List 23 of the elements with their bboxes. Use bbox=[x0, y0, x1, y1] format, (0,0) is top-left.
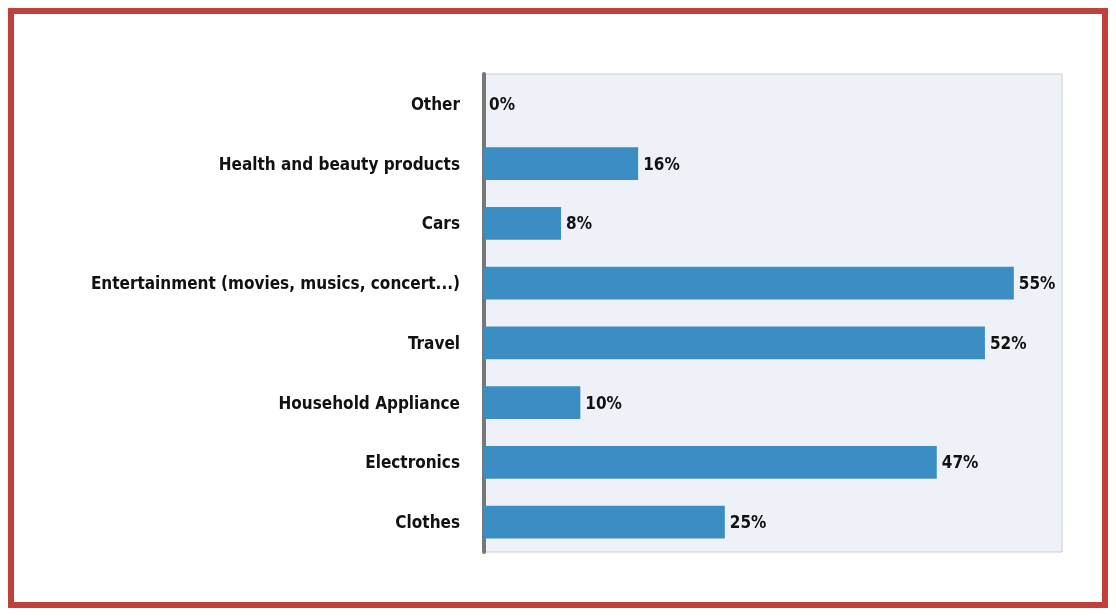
bar bbox=[484, 266, 1014, 300]
bar bbox=[484, 386, 581, 420]
bar bbox=[484, 326, 985, 360]
data-label: 10% bbox=[585, 392, 622, 413]
y-tick-label: Electronics bbox=[365, 452, 460, 473]
bar bbox=[484, 445, 937, 479]
data-label: 16% bbox=[643, 153, 680, 174]
data-label: 52% bbox=[989, 332, 1027, 353]
y-tick-label: Clothes bbox=[395, 512, 460, 533]
data-label: 55% bbox=[1018, 273, 1056, 294]
y-tick-label: Health and beauty products bbox=[218, 153, 460, 174]
bar bbox=[484, 505, 725, 539]
y-tick-label: Cars bbox=[421, 213, 460, 234]
bar bbox=[484, 206, 562, 240]
data-label: 8% bbox=[566, 213, 593, 234]
data-label: 0% bbox=[489, 93, 515, 114]
y-tick-label: Entertainment (movies, musics, concert...) bbox=[90, 273, 460, 294]
data-label: 25% bbox=[729, 512, 767, 533]
y-tick-label: Household Appliance bbox=[278, 392, 460, 413]
data-label: 47% bbox=[941, 452, 979, 473]
y-tick-label: Travel bbox=[407, 332, 460, 353]
y-tick-label: Other bbox=[410, 93, 461, 114]
bar bbox=[484, 147, 639, 181]
